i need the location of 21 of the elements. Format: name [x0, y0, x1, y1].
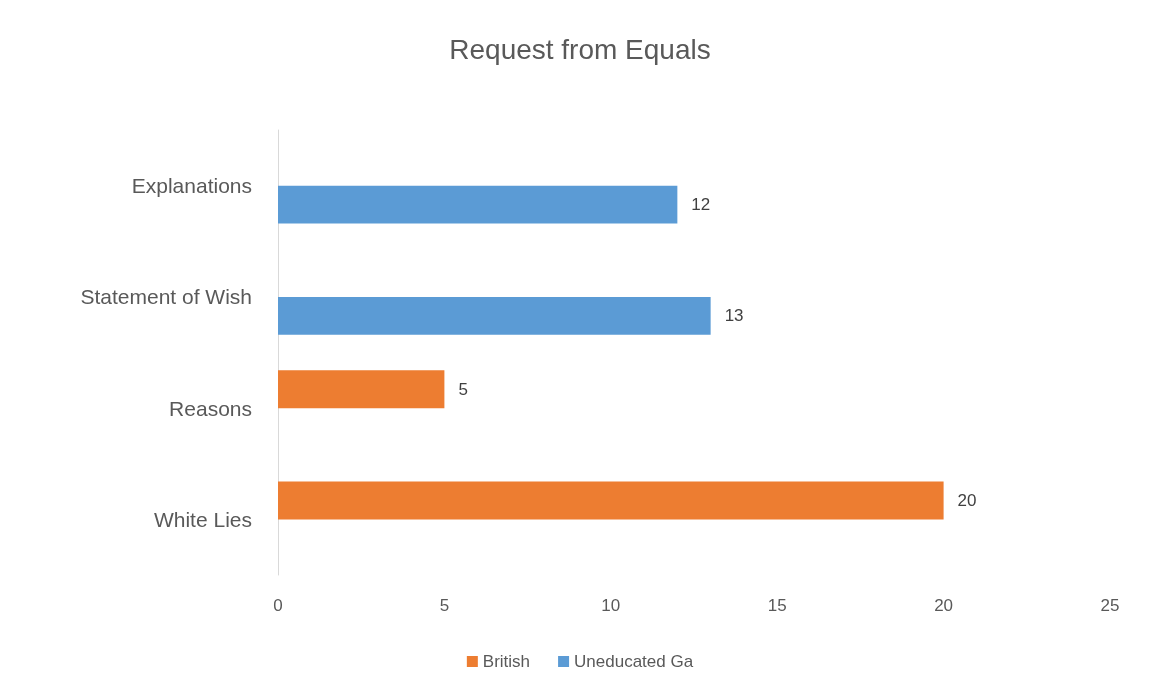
- x-tick-label: 20: [934, 596, 954, 615]
- x-tick-label: 10: [601, 596, 621, 615]
- y-tick-label: Statement of Wish: [80, 285, 252, 309]
- legend-label: British: [482, 652, 531, 671]
- y-tick-label: Reasons: [169, 396, 252, 420]
- y-tick-label: Explanations: [131, 174, 252, 198]
- bar: [278, 370, 445, 409]
- data-label: 5: [458, 379, 468, 399]
- chart-title: Request from Equals: [449, 33, 711, 65]
- data-label: 12: [691, 195, 711, 215]
- x-tick-label: 0: [273, 596, 283, 615]
- bar: [278, 296, 711, 335]
- x-tick-label: 5: [439, 596, 450, 615]
- bar: [278, 185, 678, 224]
- x-tick-label: 25: [1100, 596, 1120, 615]
- y-tick-label: White Lies: [153, 507, 252, 531]
- data-label: 20: [957, 490, 977, 510]
- legend-label: Uneducated Ga: [574, 652, 694, 671]
- data-label: 13: [724, 306, 744, 326]
- bar: [278, 481, 944, 520]
- x-tick-label: 15: [767, 596, 787, 615]
